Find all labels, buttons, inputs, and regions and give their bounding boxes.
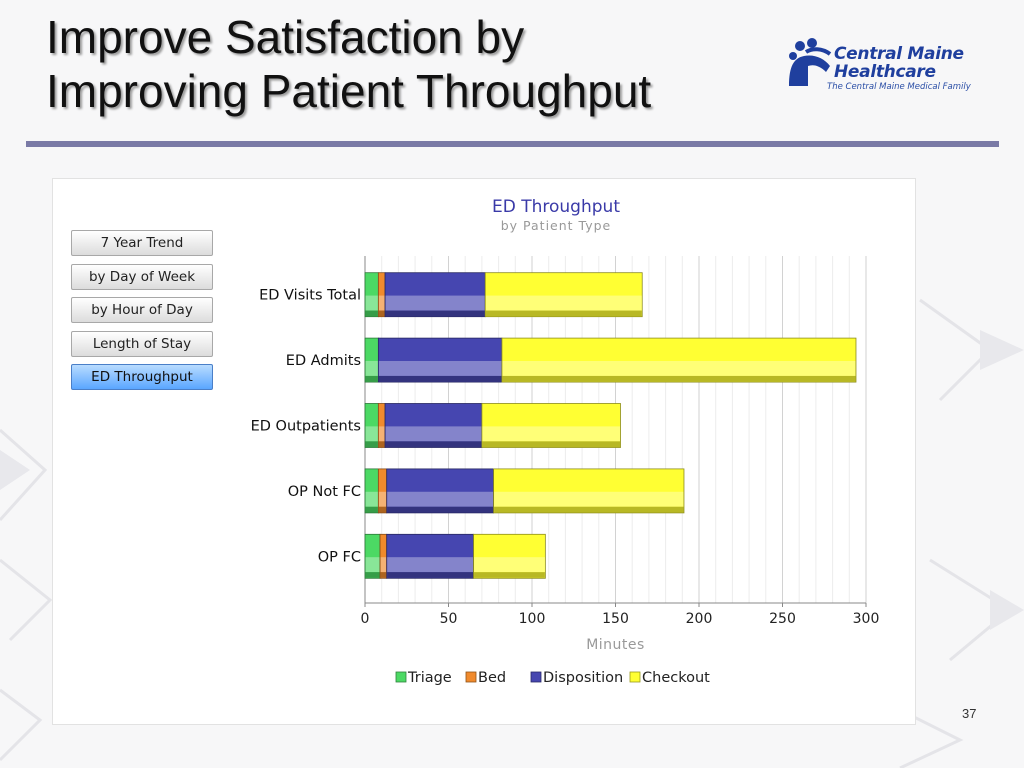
bar-highlight-bed: [378, 426, 385, 442]
y-category-label: OP FC: [318, 549, 361, 565]
bar-highlight-triage: [365, 295, 378, 311]
bar-highlight-checkout: [502, 360, 856, 376]
x-tick-label: 300: [853, 611, 880, 627]
bar-highlight-disposition: [387, 491, 494, 507]
dashboard-panel: 7 Year Trend by Day of Week by Hour of Day…: [52, 178, 916, 725]
legend-label-triage: Triage: [407, 670, 452, 686]
bar-shadow-disposition: [378, 375, 502, 382]
bar-shadow-checkout: [494, 506, 684, 513]
logo-people-icon: [789, 38, 832, 86]
y-category-label: ED Admits: [286, 353, 361, 369]
bar-highlight-checkout: [482, 426, 621, 442]
logo-text-line1: Central Maine: [834, 44, 964, 64]
slide-title-line2: Improving Patient Throughput: [46, 65, 652, 117]
bar-shadow-disposition: [385, 441, 482, 447]
bar-shadow-checkout: [485, 310, 642, 317]
y-category-label: ED Visits Total: [259, 288, 361, 304]
logo-text-line2: Healthcare: [834, 62, 936, 82]
bar-shadow-triage: [365, 375, 378, 382]
bar-highlight-disposition: [387, 557, 474, 573]
legend-label-checkout: Checkout: [642, 670, 710, 686]
legend-swatch-disposition: [530, 671, 542, 683]
bar-shadow-disposition: [387, 506, 494, 513]
logo-tagline: The Central Maine Medical Family: [827, 82, 971, 92]
bar-shadow-bed: [378, 506, 387, 513]
bar-shadow-triage: [365, 572, 380, 578]
bar-shadow-triage: [365, 506, 378, 513]
bar-shadow-triage: [365, 441, 378, 447]
legend-swatch-bed: [465, 671, 477, 683]
bar-shadow-disposition: [387, 572, 474, 578]
y-category-label: ED Outpatients: [251, 419, 361, 435]
bar-highlight-disposition: [385, 426, 482, 442]
slide-title: Improve Satisfaction by Improving Patien…: [46, 10, 766, 118]
legend-label-disposition: Disposition: [543, 670, 623, 686]
bar-shadow-bed: [380, 572, 387, 578]
x-tick-label: 150: [602, 611, 629, 627]
bar-highlight-disposition: [385, 295, 485, 311]
bar-shadow-disposition: [385, 310, 485, 317]
bar-highlight-bed: [380, 557, 387, 573]
bar-shadow-checkout: [482, 441, 621, 447]
bar-shadow-triage: [365, 310, 378, 317]
x-tick-label: 250: [769, 611, 796, 627]
bar-highlight-checkout: [494, 491, 684, 507]
y-category-label: OP Not FC: [288, 484, 361, 500]
nav-button-by-day-of-week[interactable]: by Day of Week: [71, 264, 213, 290]
bar-highlight-triage: [365, 557, 380, 573]
bar-shadow-checkout: [502, 375, 856, 382]
page-number: 37: [962, 706, 977, 721]
x-tick-label: 100: [519, 611, 546, 627]
x-tick-label: 0: [361, 611, 370, 627]
nav-button-length-of-stay[interactable]: Length of Stay: [71, 331, 213, 357]
bar-shadow-bed: [378, 310, 385, 317]
chart-subtitle: by Patient Type: [501, 218, 612, 233]
nav-button-by-hour-of-day[interactable]: by Hour of Day: [71, 297, 213, 323]
legend-swatch-checkout: [629, 671, 641, 683]
bar-shadow-bed: [378, 441, 385, 447]
bar-highlight-disposition: [378, 360, 502, 376]
bar-highlight-triage: [365, 491, 378, 507]
bar-highlight-triage: [365, 360, 378, 376]
logo: Central Maine Healthcare The Central Mai…: [786, 36, 996, 96]
x-tick-label: 200: [686, 611, 713, 627]
nav-button-ed-throughput[interactable]: ED Throughput: [71, 364, 213, 390]
bar-highlight-bed: [378, 295, 385, 311]
chart-title: ED Throughput: [492, 197, 620, 217]
x-axis-label: Minutes: [586, 637, 645, 653]
bar-highlight-checkout: [485, 295, 642, 311]
nav-button-7-year-trend[interactable]: 7 Year Trend: [71, 230, 213, 256]
bar-shadow-checkout: [474, 572, 545, 578]
bar-highlight-bed: [378, 491, 387, 507]
bar-highlight-triage: [365, 426, 378, 442]
bar-highlight-checkout: [474, 557, 545, 573]
legend-label-bed: Bed: [478, 670, 506, 686]
x-tick-label: 50: [440, 611, 458, 627]
slide-title-line1: Improve Satisfaction by: [46, 11, 525, 63]
legend-swatch-triage: [395, 671, 407, 683]
title-divider: [26, 141, 999, 147]
